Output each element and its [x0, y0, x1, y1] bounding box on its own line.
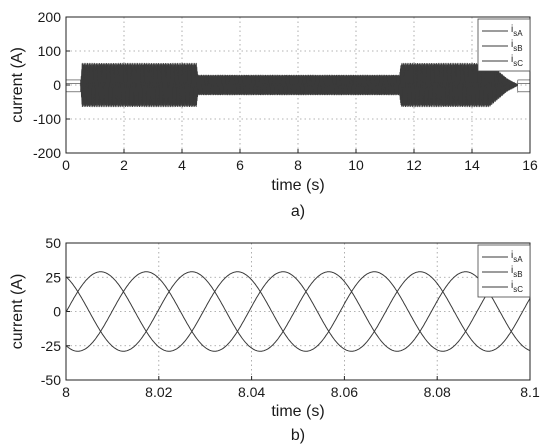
legend-entry-main: i: [511, 39, 513, 50]
legend-entry: isA: [511, 250, 523, 264]
x-tick-label: 8.1: [520, 384, 540, 400]
y-tick-label: 200: [38, 9, 62, 25]
series-line-sA: [66, 271, 530, 352]
x-tick-label: 0: [62, 157, 70, 173]
y-axis-label: current (A): [9, 47, 26, 123]
plot-area: [66, 243, 530, 380]
legend-entry: isC: [511, 54, 523, 68]
chart-panel-a: 0 2 4 6 8 10 12 14 16 200 100 0 -100 -200 time (s) curr…: [9, 9, 538, 220]
x-tick-label: 4: [178, 157, 186, 173]
y-tick-label: 25: [45, 269, 61, 285]
x-axis-label: time (s): [271, 177, 324, 194]
plot-border: [65, 242, 531, 381]
series-line-sB: [66, 271, 530, 352]
legend-entry-sub: sA: [513, 255, 523, 264]
legend-entry: isB: [511, 265, 523, 279]
legend-box: [477, 244, 531, 298]
legend-box: [477, 18, 531, 72]
y-tick-label: -200: [33, 145, 61, 161]
legend-entry-main: i: [511, 24, 513, 35]
legend-entry-sub: sB: [513, 270, 522, 279]
series-line-sC: [66, 62, 530, 108]
chart-panel-b: 8 8.02 8.04 8.06 8.08 8.1 50 25 0 -25 -50 time (s) c…: [9, 235, 540, 444]
x-tick-label: 8.02: [145, 384, 172, 400]
legend-entry-main: i: [511, 280, 513, 291]
legend-entry-sub: sA: [513, 29, 523, 38]
x-tick-label: 2: [120, 157, 128, 173]
x-tick-label: 8: [294, 157, 302, 173]
y-tick-label: 0: [53, 77, 61, 93]
legend-entry-sub: sB: [513, 44, 522, 53]
x-tick-label: 8.08: [424, 384, 451, 400]
x-tick-label: 6: [236, 157, 244, 173]
y-tick-label: 100: [38, 43, 62, 59]
y-axis-label: current (A): [9, 274, 26, 350]
legend-entry-main: i: [511, 265, 513, 276]
y-tick-label: -25: [41, 338, 61, 354]
x-tick-label: 14: [464, 157, 480, 173]
x-axis-label: time (s): [271, 403, 324, 420]
legend-entry-sub: sC: [513, 285, 523, 294]
plot-border: [65, 16, 531, 154]
legend-entry: isA: [511, 24, 523, 38]
x-tick-label: 12: [406, 157, 422, 173]
x-tick-label: 10: [348, 157, 364, 173]
legend-entry: isC: [511, 280, 523, 294]
x-tick-label: 16: [522, 157, 538, 173]
y-tick-label: -50: [41, 372, 61, 388]
y-tick-label: -100: [33, 111, 61, 127]
y-tick-label: 50: [45, 235, 61, 251]
x-tick-label: 8.04: [238, 384, 265, 400]
y-tick-label: 0: [53, 304, 61, 320]
subfigure-caption: b): [291, 427, 305, 444]
subfigure-caption: a): [291, 203, 305, 220]
x-tick-label: 8: [62, 384, 70, 400]
legend-entry-sub: sC: [513, 59, 523, 68]
legend-entry-main: i: [511, 250, 513, 261]
x-tick-label: 8.06: [331, 384, 358, 400]
series-line-sC: [66, 271, 530, 352]
legend-entry: isB: [511, 39, 523, 53]
legend-entry-main: i: [511, 54, 513, 65]
